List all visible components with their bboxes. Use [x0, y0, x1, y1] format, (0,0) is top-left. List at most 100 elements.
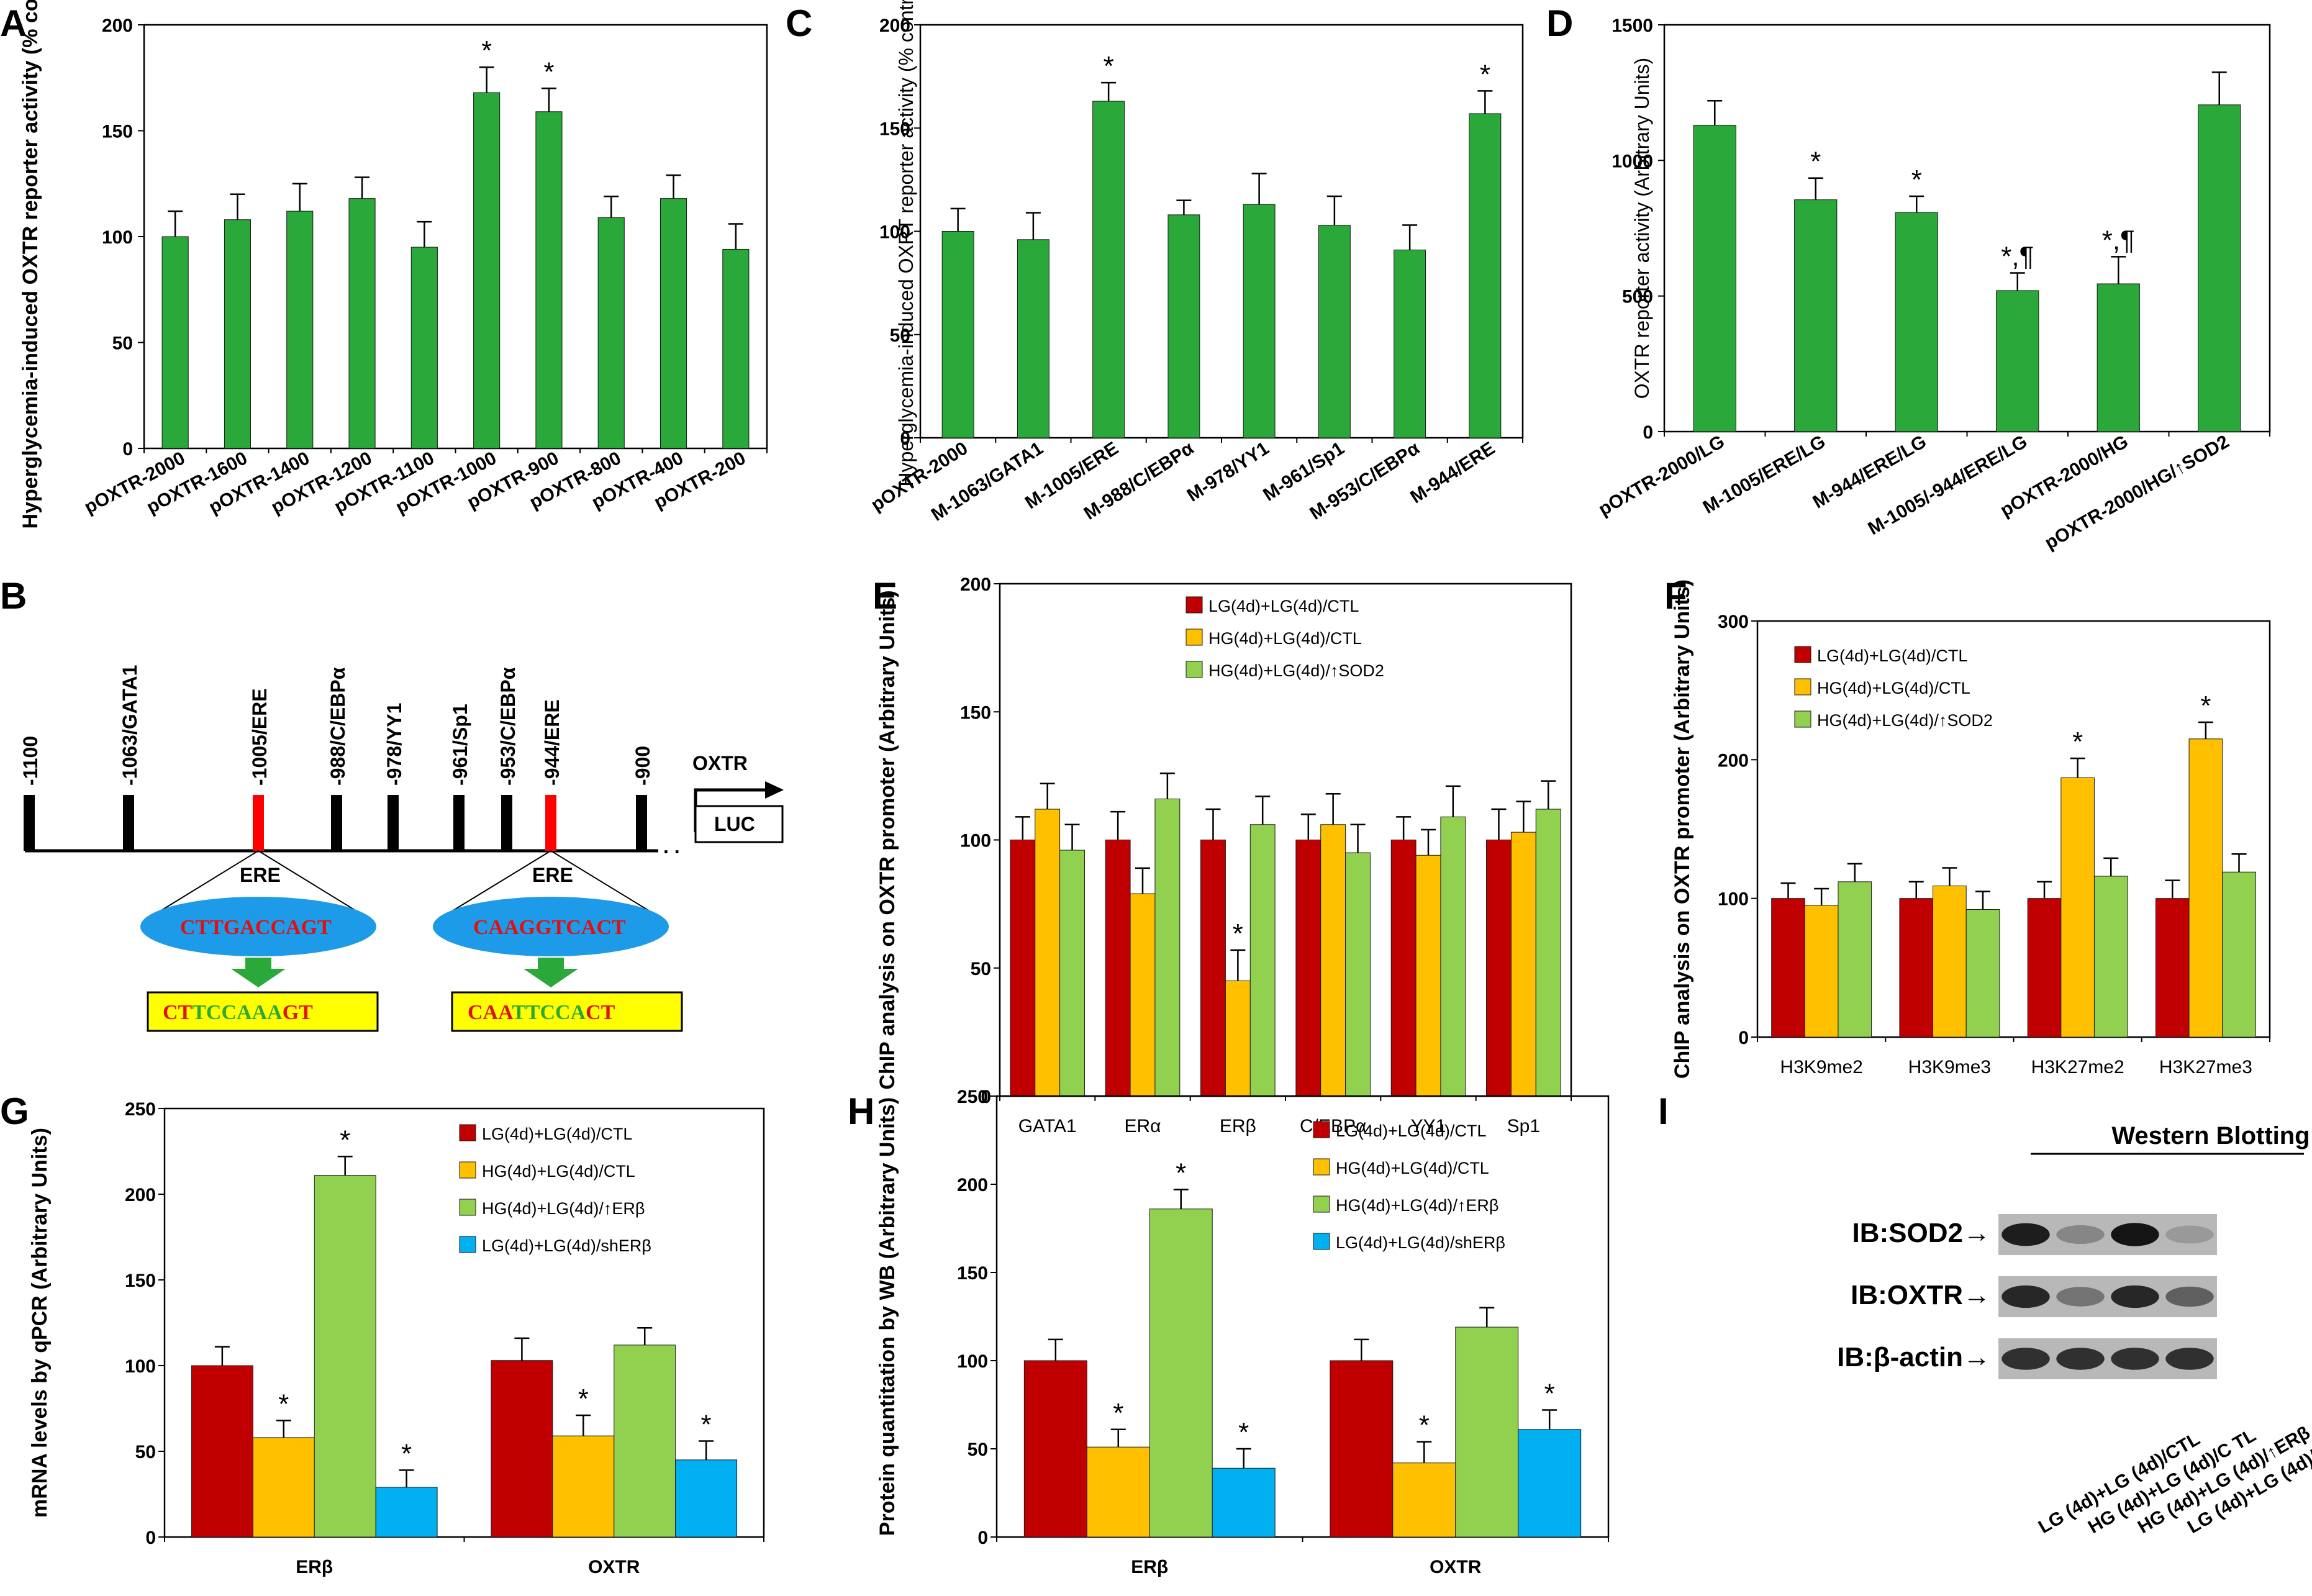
bar	[1330, 1360, 1394, 1538]
x-tick-label: OXTR	[588, 1557, 640, 1577]
legend-label: HG(4d)+LG(4d)/CTL	[1208, 629, 1362, 648]
bar	[1965, 909, 2000, 1038]
x-tick-label: M-944/ERE	[1407, 438, 1498, 507]
bar	[375, 1487, 438, 1538]
bar	[1345, 852, 1371, 1097]
bar	[224, 219, 252, 449]
site-mark-ere	[545, 795, 556, 851]
significance-marker: *	[1480, 59, 1490, 89]
chart-a: 0 50 100 150 200 Hyperglycemia-induced OXTR r…	[19, 0, 768, 528]
bar	[2222, 871, 2256, 1038]
x-tick-label: Sp1	[1507, 1116, 1540, 1136]
bar	[1318, 225, 1351, 438]
blot-band	[2056, 1225, 2105, 1245]
bar	[1394, 249, 1426, 438]
x-tick-label: ERβ	[1131, 1557, 1168, 1577]
significance-marker: *,¶	[2102, 225, 2135, 255]
legend-label: HG(4d)+LG(4d)/CTL	[1336, 1159, 1489, 1177]
bar	[1130, 893, 1156, 1097]
y-tick-label: 200	[125, 1185, 156, 1205]
y-tick-label: 500	[1622, 287, 1653, 307]
site-label: -961/Sp1	[449, 704, 471, 786]
bar	[1243, 204, 1276, 438]
blot-band	[2001, 1285, 2050, 1308]
bar	[1693, 125, 1736, 432]
bar	[1804, 905, 1839, 1038]
bar	[1200, 840, 1226, 1097]
y-axis-label: mRNA levels by qPCR (Arbitrary Units)	[28, 1128, 52, 1518]
bar	[1017, 239, 1049, 438]
bar	[1023, 1360, 1087, 1538]
bar	[1535, 809, 1561, 1097]
bar	[2155, 898, 2190, 1038]
significance-marker: *	[1419, 1410, 1430, 1441]
panel-label-f: F	[1664, 575, 1687, 617]
y-tick-label: 150	[125, 1271, 156, 1291]
y-tick-label: 0	[900, 428, 910, 449]
bar	[1059, 850, 1085, 1097]
y-tick-label: 100	[125, 1356, 156, 1377]
y-tick-label: 1500	[1612, 16, 1653, 36]
y-tick-label: 300	[1718, 612, 1749, 632]
promoter-break: . .	[663, 835, 680, 858]
y-tick-label: 200	[102, 16, 133, 36]
bar	[1086, 1446, 1150, 1538]
bar	[1838, 881, 1872, 1038]
legend-swatch	[1313, 1195, 1330, 1213]
y-tick-label: 0	[145, 1528, 156, 1548]
blot-row-label: IB:OXTR→	[1851, 1280, 1990, 1310]
site-label: -988/C/EBPα	[327, 667, 349, 786]
x-tick-label: H3K27me3	[2159, 1057, 2252, 1077]
y-axis-label: Hyperglycemia-induced OXTR reporter acti…	[19, 0, 42, 528]
y-tick-label: 200	[957, 1175, 988, 1195]
significance-marker: *	[278, 1389, 289, 1419]
significance-marker: *,¶	[2001, 242, 2034, 272]
western-blot: Western Blotting IB:SOD2→ IB:OXTR→ IB:β-…	[1837, 1122, 2312, 1538]
y-tick-label: 0	[1738, 1028, 1749, 1048]
legend-label: LG(4d)+LG(4d)/CTL	[1208, 597, 1359, 615]
legend-label: LG(4d)+LG(4d)/CTL	[1817, 646, 1967, 665]
panel-label-e: E	[873, 575, 897, 617]
bar	[1092, 101, 1125, 438]
bar	[1320, 824, 1346, 1097]
x-tick-label: M-1005/-944/ERE/LG	[1864, 431, 2031, 539]
legend-label: LG(4d)+LG(4d)/CTL	[482, 1125, 632, 1143]
chart-h: 0 50 100 150 200 250 Protein quantitation by W…	[876, 1087, 1610, 1577]
ere-sequence-original: CAAGGTCACT	[473, 916, 626, 939]
legend-label: HG(4d)+LG(4d)/↑SOD2	[1817, 711, 1993, 730]
y-tick-label: 50	[968, 1440, 988, 1460]
mutation-arrow-icon	[524, 958, 578, 987]
panel-label-c: C	[786, 2, 812, 44]
blot-row-label: IB:β-actin→	[1837, 1342, 1990, 1372]
bar	[1455, 1326, 1519, 1538]
bar	[2097, 283, 2140, 432]
plot-frame	[919, 24, 1524, 439]
bar	[1794, 199, 1838, 432]
blot-band	[2001, 1223, 2050, 1246]
bar	[2027, 898, 2062, 1038]
mutant-sequence: CTTCCAAAGT	[163, 1001, 313, 1024]
blot-band	[2056, 1348, 2105, 1370]
significance-marker: *	[1810, 147, 1821, 177]
legend-swatch	[1313, 1158, 1330, 1176]
y-axis-label: ChIP analysis on OXTR promoter (Arbitrar…	[1671, 579, 1694, 1079]
legend-label: HG(4d)+LG(4d)/↑ERβ	[1336, 1196, 1498, 1215]
bar	[552, 1435, 615, 1538]
legend-swatch	[1185, 596, 1203, 614]
blot-band	[2165, 1348, 2214, 1370]
bar	[1510, 832, 1536, 1097]
site-mark	[636, 795, 647, 851]
significance-marker: *	[1544, 1379, 1555, 1409]
panel-label-g: G	[0, 1090, 29, 1132]
x-tick-label: ERβ	[296, 1557, 333, 1577]
y-tick-label: 50	[971, 959, 991, 979]
x-tick-label: M-978/YY1	[1184, 438, 1273, 506]
chart-g: 0 50 100 150 200 250 mRNA levels by qPCR (Arbi…	[28, 1099, 765, 1577]
bar	[1518, 1429, 1582, 1538]
bar	[722, 248, 750, 449]
legend-swatch	[1185, 628, 1203, 646]
significance-marker: *	[1233, 918, 1243, 949]
bar	[1295, 840, 1321, 1097]
site-label: -978/YY1	[383, 703, 406, 786]
y-tick-label: 200	[1718, 750, 1749, 771]
